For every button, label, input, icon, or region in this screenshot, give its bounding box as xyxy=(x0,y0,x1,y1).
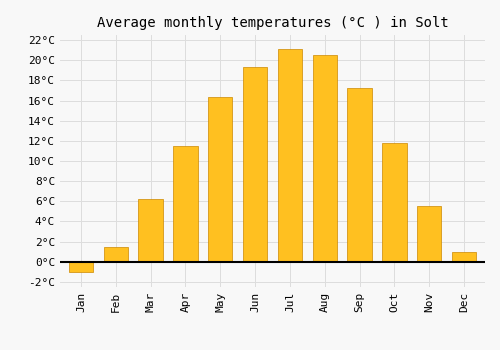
Bar xyxy=(417,206,442,262)
Bar xyxy=(68,262,93,272)
Bar xyxy=(138,199,163,262)
Bar xyxy=(208,98,233,262)
Title: Average monthly temperatures (°C ) in Solt: Average monthly temperatures (°C ) in So… xyxy=(96,16,448,30)
Bar xyxy=(312,55,337,262)
Bar xyxy=(278,49,302,262)
Bar xyxy=(243,67,268,262)
Bar xyxy=(348,89,372,262)
Bar xyxy=(104,247,128,262)
Bar xyxy=(382,143,406,262)
Bar xyxy=(173,146,198,262)
Bar xyxy=(452,252,476,262)
